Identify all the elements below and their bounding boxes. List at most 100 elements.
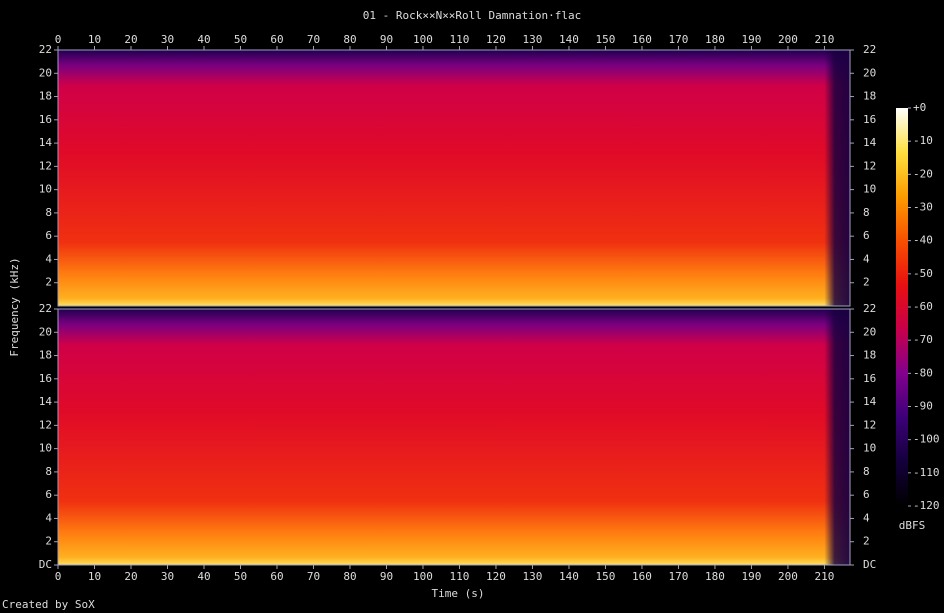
y-tick-label: 8 [863,465,870,478]
plot-frame [57,308,851,566]
x-tick-label: 10 [88,570,101,583]
x-tick-label: 50 [234,570,247,583]
x-tick-label: 0 [55,33,62,46]
y-tick-label: 8 [45,465,52,478]
y-tick-label: 12 [39,418,52,431]
y-tick-label: 10 [39,442,52,455]
y-tick-label: 6 [863,229,870,242]
y-tick-label: DC [863,558,876,571]
spectrogram-fade [824,50,850,306]
spectrogram-fade [824,309,850,565]
x-tick-label: 130 [523,33,543,46]
y-tick-label: 8 [45,206,52,219]
x-tick-label: 90 [380,33,393,46]
x-tick-label: 100 [413,570,433,583]
x-tick-label: 0 [55,570,62,583]
x-tick-label: 190 [742,33,762,46]
colorbar-tick-label: -90 [913,400,933,413]
y-tick-label: 2 [863,276,870,289]
y-tick-label: 20 [863,66,876,79]
x-tick-label: 140 [559,570,579,583]
y-tick-label: 12 [863,159,876,172]
y-tick-label: 20 [39,66,52,79]
x-tick-label: 210 [815,570,835,583]
x-tick-label: 70 [307,570,320,583]
x-tick-label: 150 [596,570,616,583]
x-tick-label: 210 [815,33,835,46]
x-tick-label: 180 [705,570,725,583]
y-tick-label: DC [39,558,52,571]
x-tick-label: 40 [197,570,210,583]
y-tick-label: 10 [39,183,52,196]
colorbar-tick-label: -80 [913,366,933,379]
x-tick-label: 110 [450,570,470,583]
y-tick-label: 10 [863,442,876,455]
x-tick-label: 160 [632,33,652,46]
x-axis-label: Time (s) [432,587,485,600]
x-tick-label: 120 [486,33,506,46]
x-tick-label: 30 [161,570,174,583]
y-tick-label: 14 [39,136,53,149]
y-tick-label: 18 [39,90,52,103]
x-tick-label: 10 [88,33,101,46]
x-tick-label: 60 [270,33,283,46]
colorbar-tick-label: -30 [913,201,933,214]
y-tick-label: 18 [863,349,876,362]
colorbar-tick-label: -70 [913,333,933,346]
x-tick-label: 180 [705,33,725,46]
y-tick-label: 12 [863,418,876,431]
x-tick-label: 140 [559,33,579,46]
y-tick-label: 22 [39,302,52,315]
y-tick-label: 16 [863,372,876,385]
y-tick-label: 2 [863,535,870,548]
colorbar-tick-label: +0 [913,101,926,114]
y-tick-label: 22 [863,43,876,56]
y-tick-label: 6 [45,229,52,242]
spectrogram-image [58,50,850,306]
y-tick-label: 4 [45,252,52,265]
y-tick-label: 14 [863,395,877,408]
x-tick-label: 200 [778,33,798,46]
colorbar-tick-label: -50 [913,267,933,280]
colorbar-tick-label: -100 [913,433,940,446]
x-tick-label: 20 [124,33,137,46]
y-tick-label: 20 [863,325,876,338]
x-tick-label: 130 [523,570,543,583]
y-tick-label: 22 [39,43,52,56]
x-tick-label: 20 [124,570,137,583]
y-tick-label: 16 [863,113,876,126]
y-axis-label: Frequency (kHz) [8,257,21,356]
y-tick-label: 18 [39,349,52,362]
x-tick-label: 150 [596,33,616,46]
x-tick-label: 120 [486,570,506,583]
plot-frame [57,49,851,307]
colorbar-tick-label: -20 [913,167,933,180]
footer: Created by SoX [2,598,95,611]
x-tick-label: 190 [742,570,762,583]
x-tick-label: 170 [669,570,689,583]
x-tick-label: 50 [234,33,247,46]
colorbar-label: dBFS [899,519,926,532]
y-tick-label: 2 [45,535,52,548]
x-tick-label: 110 [450,33,470,46]
x-tick-label: 90 [380,570,393,583]
chart-title: 01 - Rock××N××Roll Damnation·flac [363,9,582,22]
colorbar-tick-label: -120 [913,499,940,512]
colorbar-tick-label: -60 [913,300,933,313]
x-tick-label: 170 [669,33,689,46]
y-tick-label: 14 [39,395,53,408]
x-tick-label: 80 [343,33,356,46]
y-tick-label: 2 [45,276,52,289]
y-tick-label: 4 [863,252,870,265]
y-tick-label: 20 [39,325,52,338]
colorbar [896,108,908,506]
y-tick-label: 22 [863,302,876,315]
y-tick-label: 16 [39,372,52,385]
y-tick-label: 18 [863,90,876,103]
y-tick-label: 8 [863,206,870,219]
x-tick-label: 100 [413,33,433,46]
y-tick-label: 6 [863,488,870,501]
y-tick-label: 10 [863,183,876,196]
y-tick-label: 4 [863,511,870,524]
